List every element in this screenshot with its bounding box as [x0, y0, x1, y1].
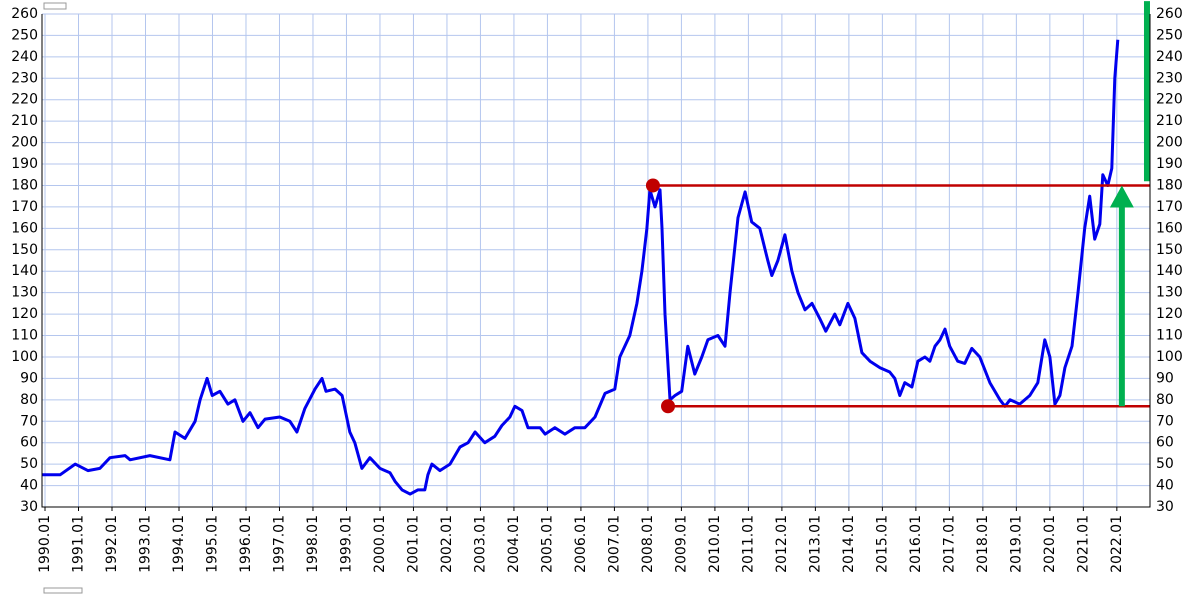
x-tick-label: 2009.01 [673, 515, 689, 573]
y-tick-label: 60 [20, 435, 38, 451]
y-tick-label: 170 [11, 199, 38, 215]
y-tick-label: 250 [11, 27, 38, 43]
x-tick-label: 1997.01 [271, 515, 287, 573]
x-tick-label: 1991.01 [71, 515, 87, 573]
x-tick-label: 2010.01 [707, 515, 723, 573]
data-line [42, 39, 1120, 496]
x-tick-label: 2021.01 [1075, 515, 1091, 573]
y-tick-label: 100 [11, 349, 38, 365]
y-tick-label: 150 [11, 242, 38, 258]
y2-tick-label: 90 [1156, 370, 1174, 386]
y2-tick-label: 160 [1156, 220, 1182, 236]
y2-tick-label: 100 [1156, 349, 1182, 365]
y2-tick-label: 210 [1156, 113, 1182, 129]
x-tick-label: 2001.01 [405, 515, 421, 573]
x-tick-label: 2022.01 [1109, 515, 1125, 573]
y-tick-label: 140 [11, 263, 38, 279]
x-tick-label: 2019.01 [1008, 515, 1024, 573]
x-tick-label: 2015.01 [874, 515, 890, 573]
x-tick-label: 2020.01 [1042, 515, 1058, 573]
legend-box [43, 587, 83, 594]
y-tick-label: 210 [11, 113, 38, 129]
axis-frame [41, 14, 1151, 508]
y2-tick-label: 220 [1156, 92, 1182, 108]
grid [42, 13, 1150, 508]
y-tick-label: 220 [11, 92, 38, 108]
y2-tick-label: 40 [1156, 478, 1174, 494]
y-tick-label: 50 [20, 456, 38, 472]
y-tick-label: 240 [11, 49, 38, 65]
arrow-head [1109, 185, 1134, 208]
y-tick-label: 160 [11, 220, 38, 236]
y2-tick-label: 30 [1156, 499, 1174, 515]
x-tick-label: 1996.01 [238, 515, 254, 573]
x-tick-label: 2012.01 [774, 515, 790, 573]
y-tick-label: 260 [11, 6, 38, 22]
y-tick-label: 110 [11, 328, 38, 344]
x-tick-label: 2011.01 [740, 515, 756, 573]
x-tick-label: 2005.01 [539, 515, 555, 573]
y-tick-label: 180 [11, 177, 38, 193]
x-tick-label: 2013.01 [807, 515, 823, 573]
y-tick-label: 80 [20, 392, 38, 408]
y2-tick-label: 110 [1156, 328, 1182, 344]
x-tick-label: 1993.01 [137, 515, 153, 573]
x-tick-label: 2007.01 [606, 515, 622, 573]
y2-tick-label: 260 [1156, 6, 1182, 22]
y2-tick-label: 50 [1156, 456, 1174, 472]
x-tick-label: 2018.01 [975, 515, 991, 573]
x-tick-label: 2016.01 [908, 515, 924, 573]
y2-tick-label: 150 [1156, 242, 1182, 258]
x-tick-label: 1990.01 [37, 515, 53, 573]
y2-tick-label: 120 [1156, 306, 1182, 322]
y-tick-label: 120 [11, 306, 38, 322]
y2-tick-label: 200 [1156, 135, 1182, 151]
x-tick-label: 1992.01 [104, 515, 120, 573]
marker-dot [645, 178, 660, 193]
y-tick-label: 70 [20, 413, 38, 429]
y2-tick-label: 80 [1156, 392, 1174, 408]
x-tick-label: 2014.01 [841, 515, 857, 573]
y2-tick-label: 130 [1156, 285, 1182, 301]
x-tick-label: 2000.01 [372, 515, 388, 573]
y2-tick-label: 190 [1156, 156, 1182, 172]
y2-tick-label: 170 [1156, 199, 1182, 215]
x-tick-label: 1999.01 [338, 515, 354, 573]
x-tick-label: 1994.01 [171, 515, 187, 573]
y2-tick-label: 70 [1156, 413, 1174, 429]
y2-tick-label: 250 [1156, 27, 1182, 43]
x-tick-label: 2006.01 [573, 515, 589, 573]
y-tick-label: 190 [11, 156, 38, 172]
y-tick-label: 200 [11, 135, 38, 151]
y2-tick-label: 140 [1156, 263, 1182, 279]
x-tick-label: 1998.01 [305, 515, 321, 573]
y2-tick-label: 60 [1156, 435, 1174, 451]
x-tick-label: 2017.01 [941, 515, 957, 573]
x-tick-label: 1995.01 [204, 515, 220, 573]
x-tick-label: 2002.01 [439, 515, 455, 573]
plot [42, 1, 1150, 496]
y-tick-label: 90 [20, 370, 38, 386]
y-tick-label: 230 [11, 70, 38, 86]
legend-box [43, 2, 67, 10]
x-tick-label: 2003.01 [472, 515, 488, 573]
y2-tick-label: 240 [1156, 49, 1182, 65]
y-tick-label: 40 [20, 478, 38, 494]
x-tick-label: 2004.01 [506, 515, 522, 573]
y2-tick-label: 230 [1156, 70, 1182, 86]
y2-tick-label: 180 [1156, 177, 1182, 193]
y-tick-label: 130 [11, 285, 38, 301]
x-tick-label: 2008.01 [640, 515, 656, 573]
marker-dot [661, 399, 676, 414]
y-tick-label: 30 [20, 499, 38, 515]
